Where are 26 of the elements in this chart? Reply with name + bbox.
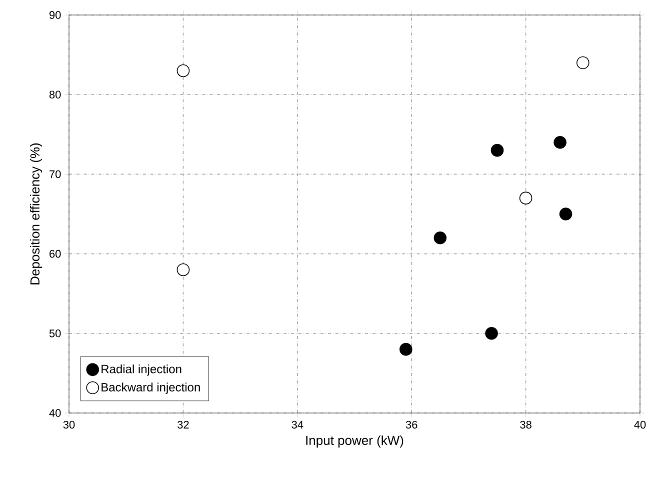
x-tick-label: 36 — [406, 420, 418, 429]
x-tick-label: 30 — [63, 420, 75, 429]
y-tick-label: 50 — [49, 330, 61, 338]
point — [176, 64, 190, 78]
point — [490, 144, 504, 157]
x-tick-label: 32 — [178, 420, 189, 429]
x-tick-label: 40 — [634, 420, 646, 429]
x-axis-title: Input power (kW) — [306, 435, 404, 448]
point — [576, 56, 590, 70]
y-tick-label: 90 — [49, 11, 61, 19]
point — [176, 263, 190, 276]
x-tick-label: 34 — [292, 420, 304, 429]
point — [399, 342, 412, 356]
y-tick-label: 40 — [49, 409, 61, 417]
x-tick-label: 38 — [520, 420, 532, 429]
y-axis-title: Deposition efficiency (%) — [30, 143, 42, 284]
legend-label: Backward injection — [102, 382, 200, 394]
y-tick-label: 60 — [50, 250, 61, 258]
point — [554, 136, 566, 149]
y-tick-label: 80 — [49, 90, 61, 98]
point — [559, 208, 572, 220]
point — [434, 231, 447, 244]
point — [519, 192, 532, 204]
legend-label: Radial injection — [102, 364, 182, 376]
y-tick-label: 70 — [50, 170, 61, 178]
point — [485, 327, 498, 340]
